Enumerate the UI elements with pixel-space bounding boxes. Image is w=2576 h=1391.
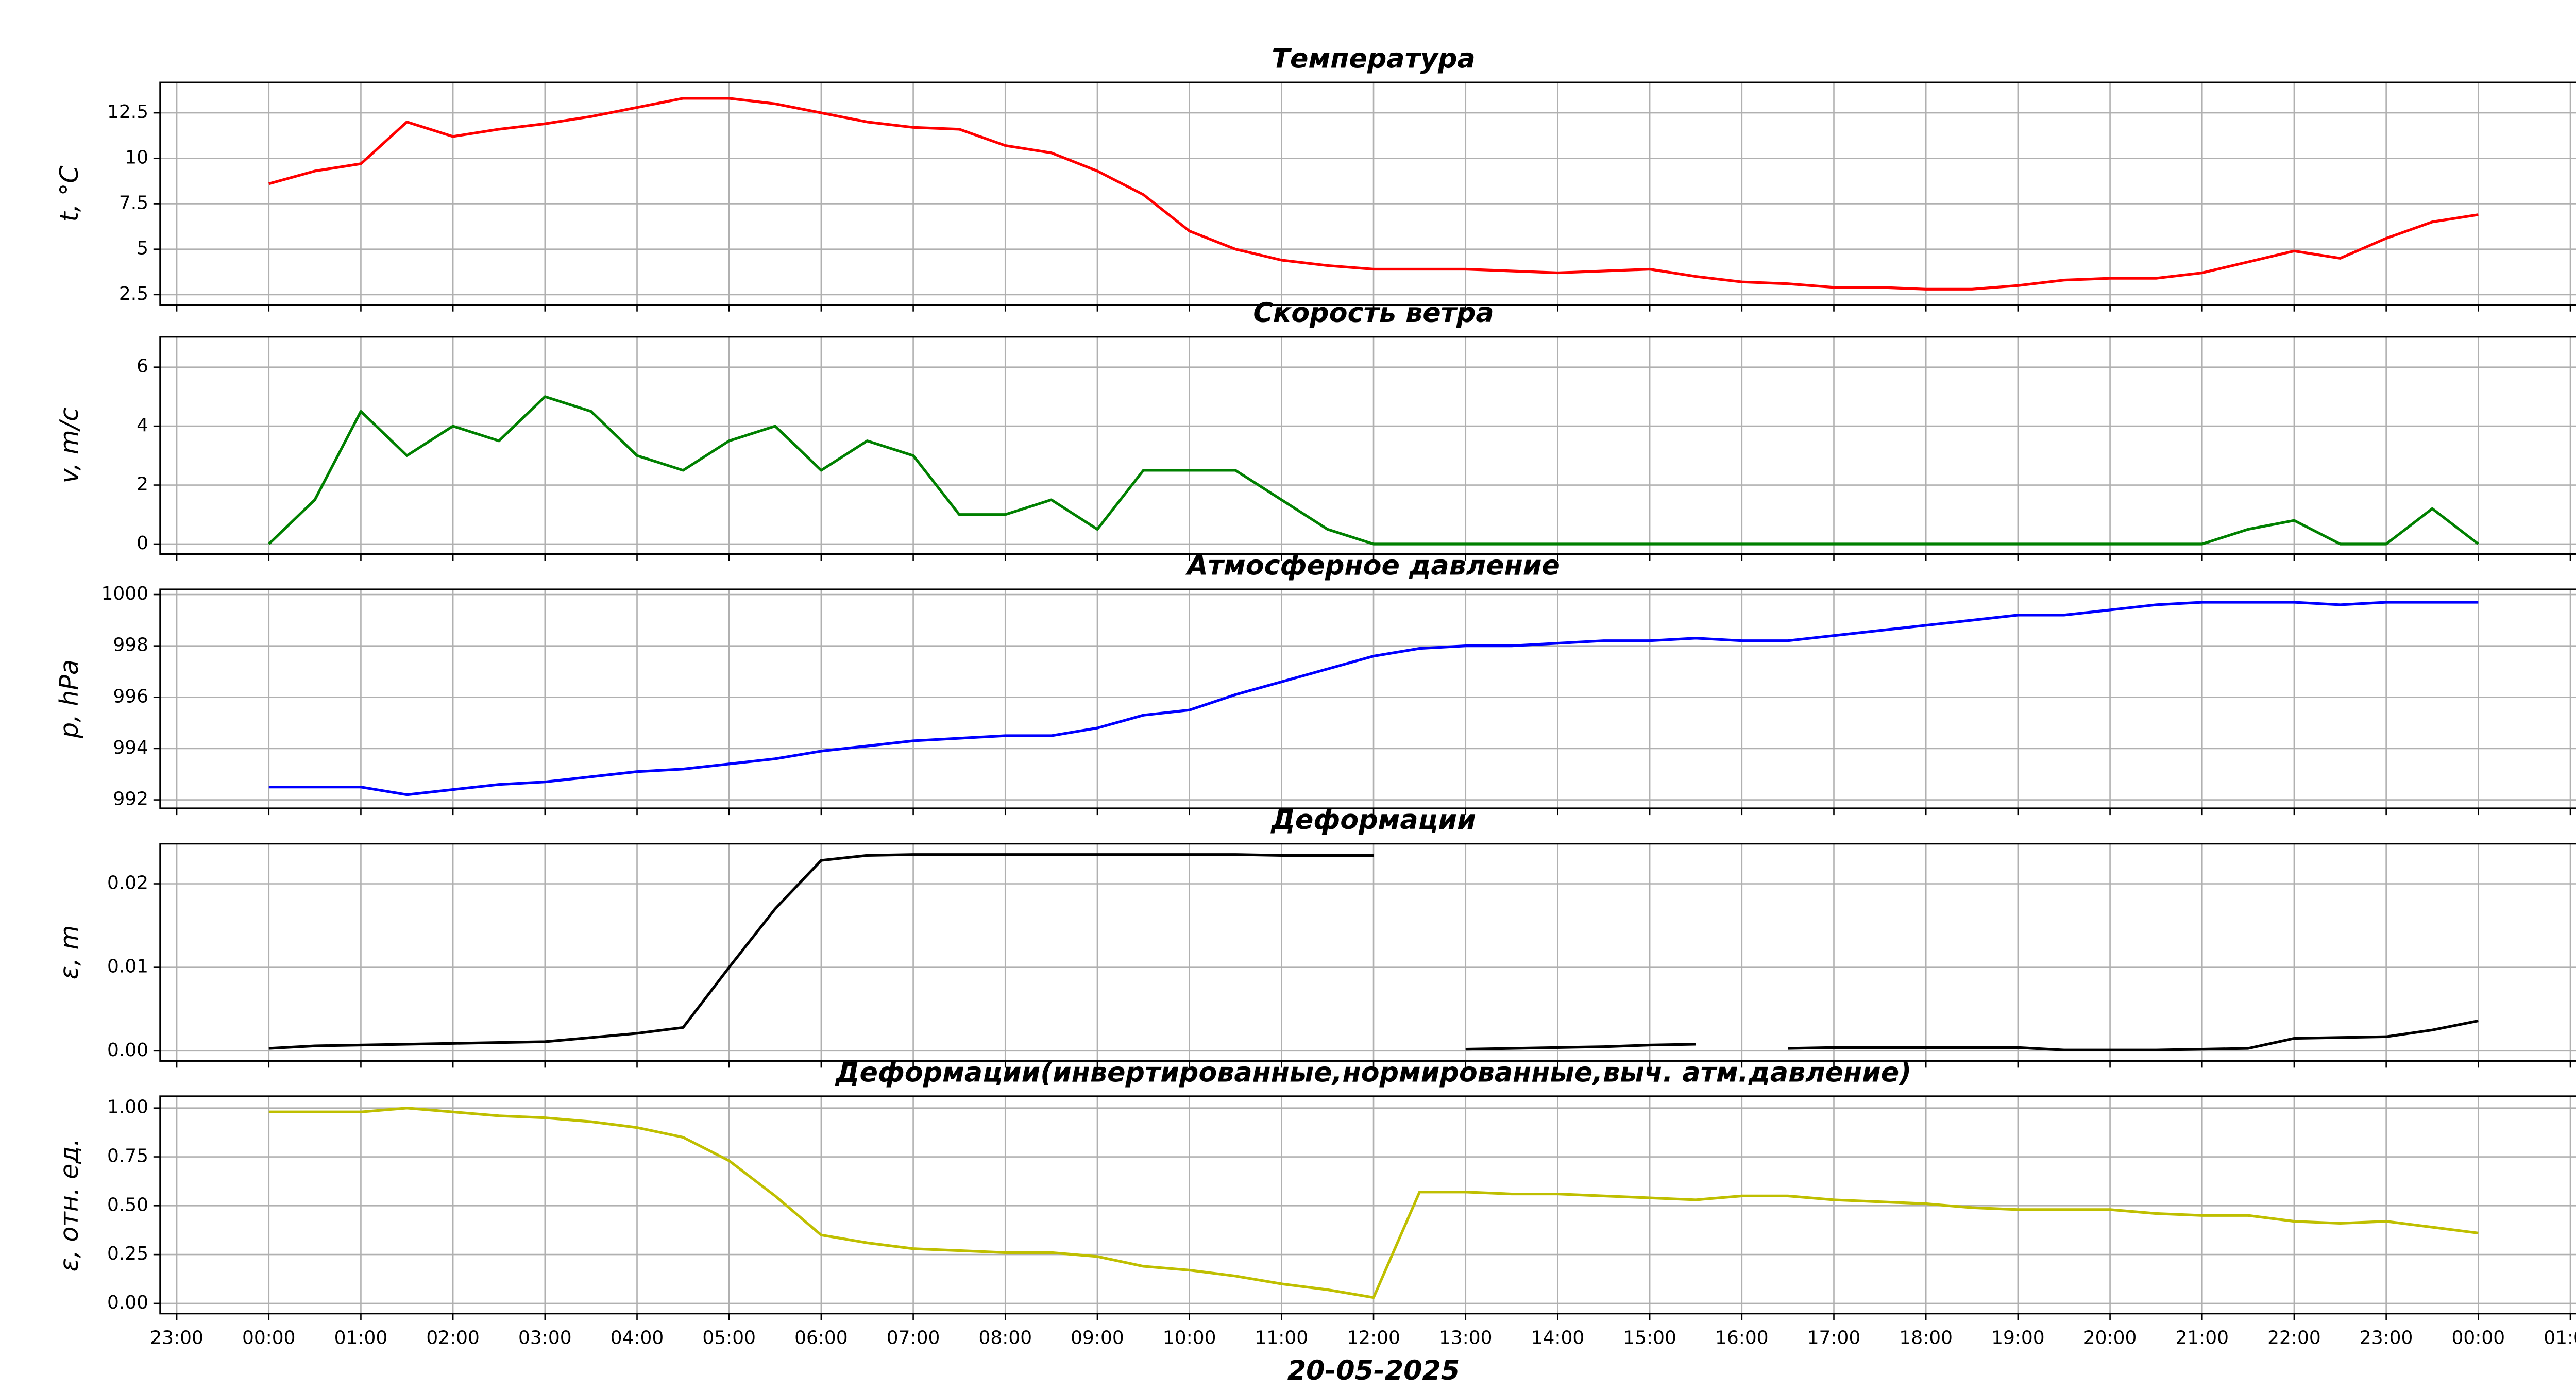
y-tick-label: 7.5: [119, 192, 148, 213]
y-tick-label: 12.5: [107, 101, 148, 123]
y-tick-label: 5: [137, 238, 148, 259]
x-tick-label: 01:00: [334, 1328, 388, 1349]
plot-frame: [159, 588, 2576, 809]
x-tick-label: 04:00: [611, 1328, 664, 1349]
y-tick-label: 0.75: [107, 1146, 148, 1167]
x-tick-label: 06:00: [794, 1328, 848, 1349]
x-axis-label: 20-05-2025: [1287, 1355, 1460, 1386]
y-tick-label: 992: [113, 789, 148, 810]
y-tick-label: 0.00: [107, 1292, 148, 1313]
data-line: [268, 601, 2479, 796]
y-axis-label: p, hPa: [54, 659, 84, 739]
y-tick-label: 994: [113, 737, 148, 758]
plot-frame: [159, 843, 2576, 1062]
y-tick-label: 4: [137, 415, 148, 436]
x-tick-label: 23:00: [2360, 1328, 2413, 1349]
y-tick-label: 1.00: [107, 1097, 148, 1118]
x-tick-label: 17:00: [1807, 1328, 1861, 1349]
y-axis-label: ε, отн. ед.: [54, 1138, 84, 1271]
plot-frame: [159, 336, 2576, 555]
data-line: [268, 853, 2479, 1051]
y-tick-label: 2: [137, 474, 148, 495]
x-tick-label: 09:00: [1071, 1328, 1124, 1349]
x-tick-label: 14:00: [1531, 1328, 1585, 1349]
chart-title: Деформации: [1270, 804, 1476, 836]
x-tick-label: 20:00: [2083, 1328, 2137, 1349]
x-tick-label: 19:00: [1991, 1328, 2045, 1349]
data-line: [267, 395, 2479, 546]
data-line: [268, 97, 2479, 291]
x-tick-label: 00:00: [242, 1328, 296, 1349]
x-tick-label: 15:00: [1623, 1328, 1676, 1349]
x-tick-label: 12:00: [1347, 1328, 1400, 1349]
chart-title: Атмосферное давление: [1185, 550, 1560, 582]
chart-title: Деформации(инвертированные,нормированные…: [835, 1057, 1911, 1088]
chart-title: Скорость ветра: [1253, 297, 1494, 329]
x-tick-label: 10:00: [1163, 1328, 1216, 1349]
x-tick-label: 11:00: [1255, 1328, 1309, 1349]
y-tick-label: 996: [113, 686, 148, 707]
x-tick-label: 07:00: [887, 1328, 940, 1349]
x-tick-label: 05:00: [702, 1328, 756, 1349]
data-line: [268, 1107, 2479, 1299]
y-tick-label: 0.25: [107, 1243, 148, 1264]
y-tick-label: 0.50: [107, 1194, 148, 1215]
y-tick-label: 998: [113, 635, 148, 656]
x-tick-label: 22:00: [2267, 1328, 2321, 1349]
y-tick-label: 2.5: [119, 283, 148, 304]
y-axis-label: v, m/c: [54, 408, 84, 483]
plot-frame: [159, 1095, 2576, 1315]
x-tick-label: 00:00: [2452, 1328, 2505, 1349]
y-tick-label: 1000: [101, 583, 148, 604]
x-tick-label: 21:00: [2175, 1328, 2229, 1349]
y-axis-label: ε, m: [54, 925, 84, 979]
x-tick-label: 13:00: [1439, 1328, 1493, 1349]
y-axis-label: t, °C: [54, 165, 84, 222]
chart-title: Температура: [1272, 43, 1475, 75]
y-tick-label: 6: [137, 356, 148, 377]
plot-frame: [159, 81, 2576, 306]
y-tick-label: 0: [137, 533, 148, 554]
x-tick-label: 03:00: [518, 1328, 572, 1349]
x-tick-label: 08:00: [978, 1328, 1032, 1349]
y-tick-label: 0.00: [107, 1040, 148, 1061]
y-tick-label: 0.02: [107, 872, 148, 893]
y-tick-label: 0.01: [107, 956, 148, 977]
y-tick-label: 10: [125, 147, 148, 168]
x-tick-label: 23:00: [150, 1328, 204, 1349]
x-tick-label: 18:00: [1899, 1328, 1953, 1349]
x-tick-label: 16:00: [1715, 1328, 1769, 1349]
x-tick-label: 01:00: [2544, 1328, 2576, 1349]
x-tick-label: 02:00: [426, 1328, 480, 1349]
